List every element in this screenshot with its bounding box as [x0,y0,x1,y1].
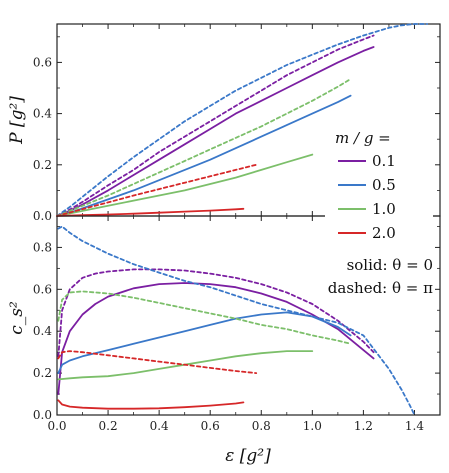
series-line-0-1-dashed [57,268,375,358]
series-line-0-5-solid [57,311,352,375]
x-tick-label: 1.4 [405,419,424,433]
legend-label: 0.5 [372,176,396,194]
series-line-1-0-solid [57,350,314,381]
series-line-2-0-dashed [57,350,258,375]
series-line-2-0-dashed [56,163,258,217]
series-line-0-5-solid [56,94,352,217]
pressure-ticks: 0.0 0.2 0.4 0.6 [33,24,441,223]
legend-label: 0.1 [372,152,396,170]
x-tick-label: 0.6 [201,419,220,433]
x-tick-label: 1.2 [354,419,373,433]
series-line-0-5-dashed [56,23,429,217]
y-tick-label: 0.4 [33,107,52,121]
legend-title: m / g = [335,129,391,147]
x-tick-label: 0.0 [47,419,66,433]
series-line-1-0-dashed [56,78,352,217]
y-tick-label: 0.6 [33,55,52,69]
x-tick-label: 1.0 [303,419,322,433]
x-axis-label: ε [g²] [225,446,271,466]
y-tick-label: 0.0 [33,408,52,422]
y-tick-label: 0.2 [33,158,52,172]
y-tick-label: 0.0 [33,209,52,223]
y-tick-label: 0.2 [33,366,52,380]
sound-speed-panel: 0.0 0.2 0.4 0.6 0.8 1.0 1.2 1.40.00.20.40.60.8 … [7,215,441,466]
x-tick-label: 0.8 [252,419,271,433]
line-style-notes: solid: θ = 0 dashed: θ = π [328,256,433,297]
legend: m / g = 0.1 0.5 1.0 2.0 [325,124,433,254]
series-line-0-1-solid [56,46,375,217]
series-line-2-0-solid [56,207,245,217]
pressure-series [56,23,429,217]
sound-speed-panel-frame [56,215,441,416]
legend-label: 2.0 [372,224,396,242]
dashed-note: dashed: θ = π [328,279,433,297]
series-line-1-0-dashed [57,290,352,345]
x-tick-label: 0.4 [150,419,169,433]
series-line-0-5-dashed [57,225,416,416]
y-tick-label: 0.4 [33,324,52,338]
x-tick-label: 0.2 [99,419,118,433]
pressure-y-axis-label: P [g²] [7,96,27,145]
y-tick-label: 0.8 [33,240,52,254]
series-line-0-1-dashed [56,34,375,217]
y-tick-label: 0.6 [33,282,52,296]
sound-speed-series [57,225,416,416]
series-line-2-0-solid [57,399,245,410]
pressure-panel: 0.0 0.2 0.4 0.6 P [g²] [7,23,441,223]
legend-entries: 0.1 0.5 1.0 2.0 [338,152,396,242]
sound-speed-y-axis-label: c_s² [7,301,27,335]
legend-label: 1.0 [372,200,396,218]
series-line-1-0-solid [56,153,314,217]
sound-speed-ticks: 0.0 0.2 0.4 0.6 0.8 1.0 1.2 1.4 0.0 0.2 0.4 0.6 0.8 [33,216,441,433]
solid-note: solid: θ = 0 [347,256,433,274]
